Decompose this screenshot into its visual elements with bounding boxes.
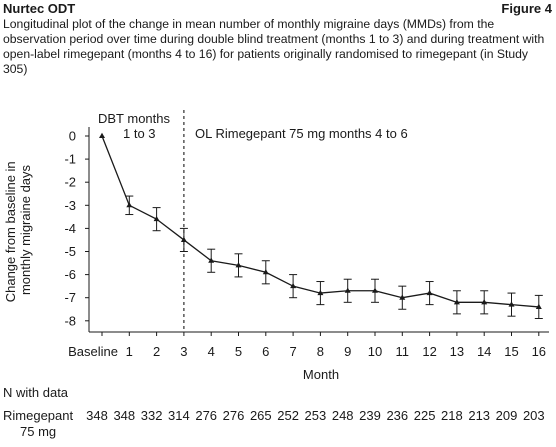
y-tick-label: -7 bbox=[64, 290, 76, 305]
x-tick-label: 1 bbox=[126, 344, 133, 359]
n-table-value: 314 bbox=[168, 408, 190, 423]
n-table-value: 276 bbox=[195, 408, 217, 423]
data-point bbox=[317, 289, 324, 296]
annotation-dbt-line2: 1 to 3 bbox=[123, 126, 156, 141]
x-tick-label: 12 bbox=[422, 344, 436, 359]
y-tick-label: -6 bbox=[64, 267, 76, 282]
x-tick-label: 4 bbox=[208, 344, 215, 359]
figure-caption: Longitudinal plot of the change in mean … bbox=[3, 17, 545, 76]
y-tick-label: -4 bbox=[64, 221, 76, 236]
chart-axes bbox=[88, 127, 549, 333]
data-point bbox=[372, 287, 378, 293]
y-tick-label: -2 bbox=[64, 175, 76, 190]
n-table-value: 209 bbox=[496, 408, 518, 423]
data-point bbox=[535, 303, 542, 309]
annotation-dbt-line1: DBT months bbox=[98, 111, 171, 126]
n-table-value: 248 bbox=[332, 408, 354, 423]
x-tick-label: 11 bbox=[396, 344, 410, 359]
x-ticks: Baseline 1 2 3 4 5 6 7 8 9 10 11 12 13 14 15 16 bbox=[68, 332, 546, 359]
data-points bbox=[99, 132, 542, 309]
x-tick-label: 7 bbox=[289, 344, 296, 359]
x-tick-label: 10 bbox=[368, 344, 382, 359]
y-tick-label: 0 bbox=[69, 129, 76, 144]
data-point bbox=[153, 215, 160, 222]
n-table-row-label-line1: Rimegepant bbox=[3, 408, 73, 423]
n-table-value: 348 bbox=[113, 408, 135, 423]
n-table-value: 265 bbox=[250, 408, 272, 423]
y-axis-title: Change from baseline in monthly migraine… bbox=[3, 158, 33, 303]
data-point bbox=[426, 289, 433, 296]
data-point bbox=[180, 236, 187, 242]
n-table-value: 276 bbox=[223, 408, 245, 423]
x-tick-label: 2 bbox=[153, 344, 160, 359]
x-tick-label: 6 bbox=[262, 344, 269, 359]
n-table-value: 203 bbox=[523, 408, 545, 423]
x-tick-label: 8 bbox=[317, 344, 324, 359]
x-tick-label: 5 bbox=[235, 344, 242, 359]
x-axis-title: Month bbox=[303, 367, 339, 382]
n-table-title: N with data bbox=[3, 385, 69, 400]
product-name: Nurtec ODT bbox=[3, 1, 76, 16]
data-point bbox=[290, 282, 297, 289]
n-table-value: 218 bbox=[441, 408, 463, 423]
n-table-value: 348 bbox=[86, 408, 108, 423]
n-table-value: 236 bbox=[386, 408, 408, 423]
n-table-value: 252 bbox=[277, 408, 299, 423]
y-tick-label: -3 bbox=[64, 198, 76, 213]
n-table-values: 348 348 332 314 276 276 265 252 253 248 239 236 225 2… bbox=[86, 408, 545, 423]
x-tick-label: 3 bbox=[180, 344, 187, 359]
data-point bbox=[481, 299, 488, 305]
y-ticks: 0 -1 -2 -3 -4 -5 -6 -7 -8 bbox=[64, 129, 89, 328]
y-tick-label: -8 bbox=[64, 313, 76, 328]
data-point bbox=[262, 269, 269, 275]
n-table-value: 239 bbox=[359, 408, 381, 423]
figure-number: Figure 4 bbox=[501, 1, 552, 16]
x-tick-label: 13 bbox=[450, 344, 464, 359]
data-point bbox=[126, 202, 133, 208]
data-point bbox=[453, 299, 460, 305]
y-axis-title-line2: monthly migraine days bbox=[18, 164, 33, 295]
n-table-value: 253 bbox=[305, 408, 327, 423]
error-bars bbox=[125, 195, 543, 319]
data-point bbox=[399, 294, 406, 300]
data-point bbox=[99, 132, 105, 138]
annotation-ol: OL Rimegepant 75 mg months 4 to 6 bbox=[195, 126, 408, 141]
x-tick-label: 9 bbox=[344, 344, 351, 359]
data-point bbox=[344, 287, 351, 293]
y-tick-label: -1 bbox=[64, 152, 76, 167]
n-table-value: 225 bbox=[414, 408, 436, 423]
data-point bbox=[208, 257, 215, 263]
n-table-value: 213 bbox=[468, 408, 490, 423]
x-tick-label: 15 bbox=[504, 344, 518, 359]
data-point bbox=[235, 262, 242, 268]
x-tick-label: 14 bbox=[477, 344, 491, 359]
x-tick-label: Baseline bbox=[68, 344, 118, 359]
n-table-row-label-line2: 75 mg bbox=[20, 424, 56, 439]
x-tick-label: 16 bbox=[532, 344, 546, 359]
data-point bbox=[508, 301, 515, 307]
y-tick-label: -5 bbox=[64, 244, 76, 259]
n-table-value: 332 bbox=[141, 408, 163, 423]
y-axis-title-line1: Change from baseline in bbox=[3, 161, 18, 302]
